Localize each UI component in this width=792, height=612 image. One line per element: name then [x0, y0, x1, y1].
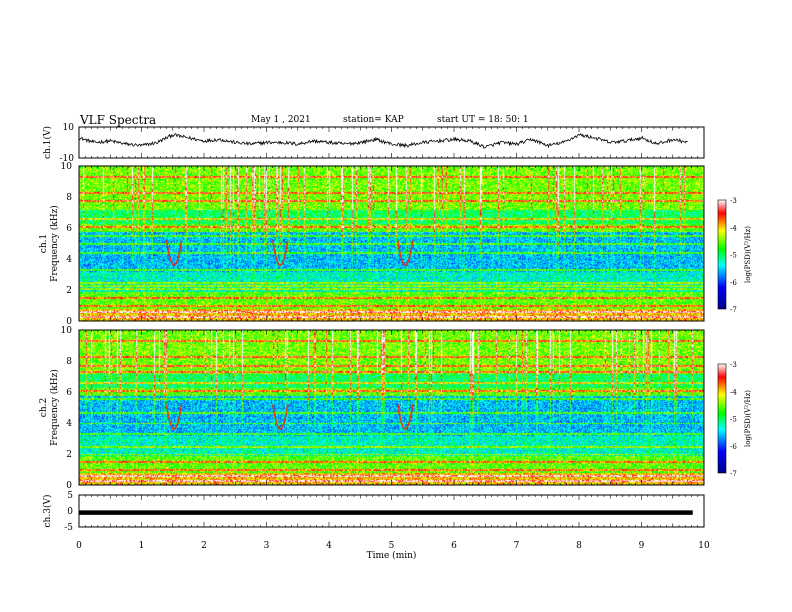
- ch1-waveform-line: [78, 132, 688, 149]
- ch2-channel-label: ch.2: [39, 398, 49, 417]
- ch1-ytick-label: 8: [66, 193, 72, 203]
- ch2-ytick-label: 0: [66, 481, 72, 491]
- ch1-ylabel: Frequency (kHz): [49, 205, 60, 282]
- ch1-colorbar-label: log(PSD)(V²/Hz): [744, 226, 752, 283]
- ch1-trace-mark: [272, 240, 289, 267]
- ch1-trace-mark: [165, 240, 183, 267]
- station-label: station= KAP: [343, 115, 404, 125]
- ch2-ytick-label: 2: [66, 450, 72, 460]
- ch1-colorbar-tick: -5: [730, 252, 737, 260]
- ch2-colorbar-tick: -6: [730, 443, 737, 451]
- date-label: May 1 , 2021: [251, 115, 311, 125]
- ch2-colorbar-tick: -3: [730, 361, 737, 369]
- ch1-spectrogram-image: [79, 166, 704, 321]
- ch1-colorbar: [717, 199, 727, 310]
- x-tick-label: 4: [326, 541, 332, 551]
- ch3-ytick-label: -5: [64, 523, 73, 533]
- ch2-ylabel: Frequency (kHz): [49, 369, 60, 446]
- ch2-spectrogram-image: [79, 330, 704, 485]
- ch1-colorbar-tick: -3: [730, 197, 737, 205]
- ch2-trace-mark: [165, 404, 183, 431]
- ch3-waveform-ylabel: ch.3(V): [42, 495, 53, 528]
- ch2-trace-mark: [272, 404, 289, 431]
- x-axis-label: Time (min): [367, 550, 417, 561]
- start-time-label: start UT = 18: 50: 1: [437, 115, 529, 125]
- ch1-ytick-label: 4: [66, 255, 72, 265]
- ch2-colorbar-tick: -4: [730, 388, 737, 396]
- ch2-ytick-label: 8: [66, 357, 72, 367]
- x-tick-label: 1: [139, 541, 145, 551]
- ch1-waveform-ylabel: ch.1(V): [42, 126, 53, 159]
- ch3-ytick-label: 0: [67, 507, 73, 517]
- x-tick-label: 8: [576, 541, 582, 551]
- ch1-ytick-label: 2: [66, 286, 72, 296]
- ch2-trace-mark: [397, 404, 414, 431]
- ch1-trace-mark: [397, 240, 414, 267]
- ch2-ytick-label: 10: [61, 326, 73, 336]
- x-tick-label: 9: [639, 541, 645, 551]
- x-tick-label: 0: [76, 541, 82, 551]
- ch1-colorbar-tick: -6: [730, 279, 737, 287]
- ch1-ytick-label: 10: [63, 123, 75, 133]
- x-tick-label: 7: [514, 541, 520, 551]
- ch1-ytick-label: 10: [61, 162, 73, 172]
- chart-marks: [78, 132, 693, 515]
- ch3-ytick-label: 5: [67, 491, 73, 501]
- ch1-colorbar-tick: -7: [730, 306, 737, 314]
- ch1-colorbar-tick: -4: [730, 224, 737, 232]
- x-tick-label: 5: [389, 541, 395, 551]
- ch2-colorbar-label: log(PSD)(V²/Hz): [744, 390, 752, 447]
- ch3-waveform-band: [79, 510, 693, 515]
- ch1-ytick-label: 0: [66, 317, 72, 327]
- ch2-colorbar: [717, 363, 727, 474]
- x-tick-label: 10: [698, 541, 710, 551]
- ch2-colorbar-tick: -5: [730, 416, 737, 424]
- x-tick-label: 6: [451, 541, 457, 551]
- x-tick-label: 2: [201, 541, 207, 551]
- x-tick-label: 3: [264, 541, 270, 551]
- ch1-ytick-label: -10: [60, 154, 75, 164]
- plot-title: VLF Spectra: [80, 113, 157, 127]
- ch1-channel-label: ch.1: [39, 234, 49, 253]
- ch2-ytick-label: 6: [66, 388, 72, 398]
- spectrogram-images: [79, 166, 704, 485]
- ch2-colorbar-tick: -7: [730, 470, 737, 478]
- ch1-ytick-label: 6: [66, 224, 72, 234]
- ch2-ytick-label: 4: [66, 419, 72, 429]
